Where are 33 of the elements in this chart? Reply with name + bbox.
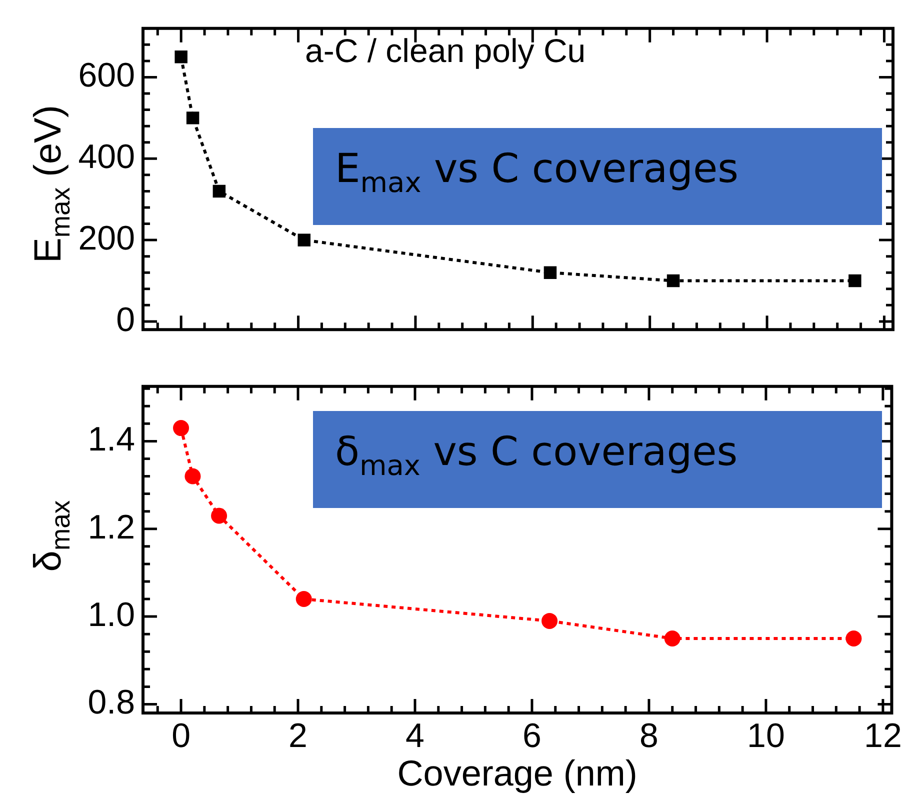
annotation: E$_{max}$ vs C coverages — [335, 146, 738, 199]
y-tick-label: 0 — [116, 300, 135, 339]
point — [173, 420, 190, 436]
point — [186, 112, 200, 124]
x-axis-title: Coverage (nm) — [397, 752, 638, 794]
y-tick-label: 200 — [78, 219, 135, 258]
y-tick-label: 1.4 — [88, 420, 135, 459]
x-tick-label: 8 — [640, 716, 658, 755]
point — [174, 50, 188, 64]
annotation: δ$_{max}$ vs C coverages — [335, 429, 738, 482]
x-tick-label: 4 — [406, 716, 424, 755]
x-tick-label: 12 — [864, 716, 902, 755]
point — [544, 266, 557, 279]
point — [298, 234, 310, 246]
x-tick-label: 0 — [172, 716, 190, 755]
point — [212, 184, 226, 198]
y-tick-label: 0.8 — [88, 684, 135, 722]
point — [211, 508, 228, 524]
x-tick-label: 2 — [288, 716, 308, 755]
y-tick-label: 1.2 — [88, 508, 135, 546]
point — [296, 591, 312, 608]
x-tick-label: 6 — [522, 716, 542, 755]
y-tick-label: 1.0 — [88, 596, 135, 634]
point — [664, 630, 680, 646]
point — [542, 612, 558, 629]
point — [666, 274, 680, 288]
y-tick-label: 400 — [78, 138, 135, 176]
y-tick-label: 600 — [78, 56, 135, 95]
point — [848, 274, 862, 288]
point — [184, 468, 201, 484]
x-tick-label: 10 — [747, 716, 785, 755]
annotation: a-C / clean poly Cu — [305, 32, 586, 70]
point — [846, 630, 862, 646]
